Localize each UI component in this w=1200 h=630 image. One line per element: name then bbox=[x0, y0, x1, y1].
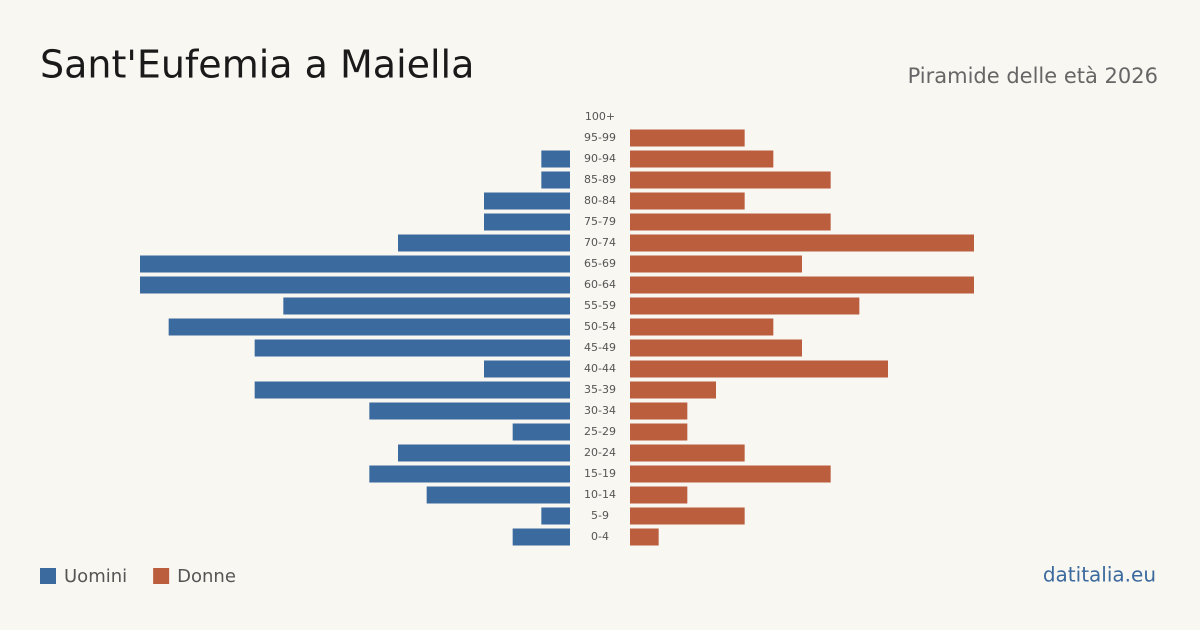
bar bbox=[254, 339, 570, 357]
age-label: 75-79 bbox=[584, 215, 616, 228]
bar bbox=[630, 339, 802, 357]
bar bbox=[630, 171, 831, 189]
bar bbox=[512, 528, 570, 546]
bar bbox=[484, 192, 570, 210]
age-label: 55-59 bbox=[584, 299, 616, 312]
age-label: 45-49 bbox=[584, 341, 616, 354]
age-label: 5-9 bbox=[591, 509, 609, 522]
bar bbox=[484, 360, 570, 378]
age-label: 0-4 bbox=[591, 530, 609, 543]
bar bbox=[630, 360, 888, 378]
bar bbox=[630, 402, 688, 420]
bar bbox=[426, 486, 570, 504]
age-label: 30-34 bbox=[584, 404, 616, 417]
bar bbox=[630, 528, 659, 546]
bar bbox=[541, 171, 570, 189]
bar bbox=[254, 381, 570, 399]
bar bbox=[630, 465, 831, 483]
legend-label: Donne bbox=[177, 566, 236, 587]
bar bbox=[630, 234, 974, 252]
legend-swatch bbox=[153, 568, 170, 584]
bar bbox=[398, 444, 570, 462]
age-label: 15-19 bbox=[584, 467, 616, 480]
bar bbox=[541, 507, 570, 525]
age-label: 95-99 bbox=[584, 131, 616, 144]
chart-subtitle: Piramide delle età 2026 bbox=[908, 64, 1158, 88]
chart-title: Sant'Eufemia a Maiella bbox=[40, 43, 474, 87]
bar bbox=[630, 150, 774, 168]
bar bbox=[140, 255, 570, 273]
age-label: 50-54 bbox=[584, 320, 616, 333]
age-label: 60-64 bbox=[584, 278, 616, 291]
bar bbox=[630, 276, 974, 294]
bar bbox=[630, 129, 745, 147]
age-label: 85-89 bbox=[584, 173, 616, 186]
age-label: 10-14 bbox=[584, 488, 616, 501]
bar bbox=[630, 297, 860, 315]
bar bbox=[168, 318, 570, 336]
bar bbox=[630, 318, 774, 336]
bar bbox=[541, 150, 570, 168]
age-label: 25-29 bbox=[584, 425, 616, 438]
age-label: 100+ bbox=[585, 110, 615, 123]
age-label: 35-39 bbox=[584, 383, 616, 396]
age-label: 70-74 bbox=[584, 236, 616, 249]
bar bbox=[398, 234, 570, 252]
bar bbox=[484, 213, 570, 231]
bar bbox=[630, 381, 716, 399]
bar bbox=[630, 444, 745, 462]
legend-label: Uomini bbox=[64, 566, 127, 587]
bar bbox=[369, 465, 570, 483]
age-label: 40-44 bbox=[584, 362, 616, 375]
bar bbox=[630, 507, 745, 525]
age-label: 80-84 bbox=[584, 194, 616, 207]
bar bbox=[630, 213, 831, 231]
bar bbox=[630, 192, 745, 210]
age-label: 90-94 bbox=[584, 152, 616, 165]
bar bbox=[630, 423, 688, 441]
bar bbox=[369, 402, 570, 420]
age-label: 20-24 bbox=[584, 446, 616, 459]
bar bbox=[630, 486, 688, 504]
bar bbox=[283, 297, 570, 315]
legend-swatch bbox=[40, 568, 56, 584]
bar bbox=[140, 276, 570, 294]
bar bbox=[512, 423, 570, 441]
bar bbox=[630, 255, 802, 273]
age-label: 65-69 bbox=[584, 257, 616, 270]
source: datitalia.eu bbox=[1043, 563, 1156, 587]
